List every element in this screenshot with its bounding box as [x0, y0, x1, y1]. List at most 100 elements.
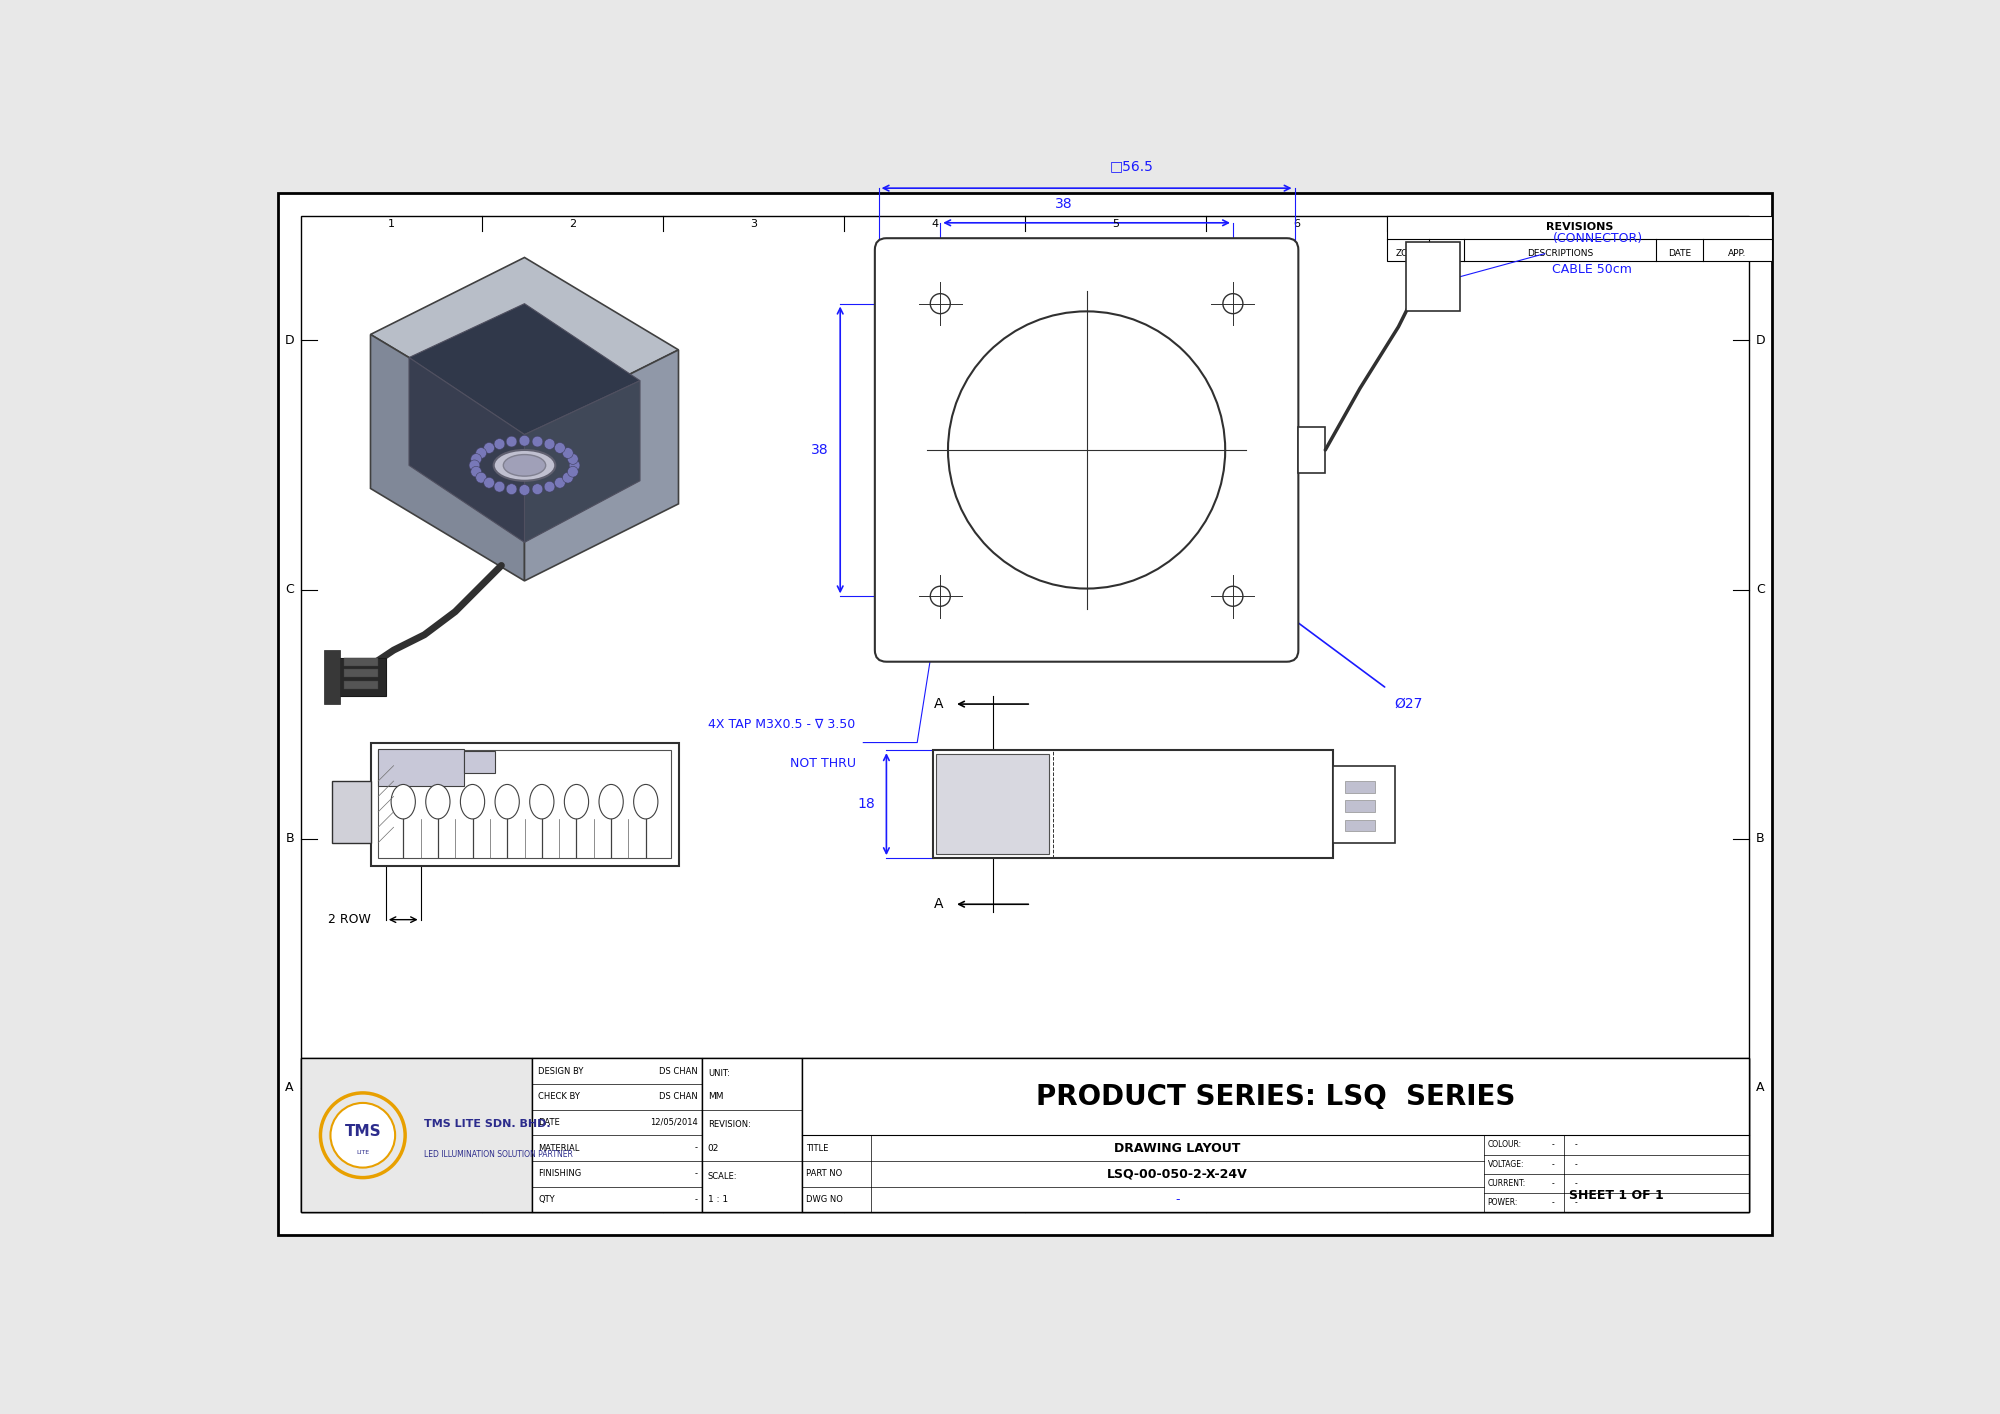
Text: TMS: TMS [344, 1124, 382, 1138]
Text: DESCRIPTIONS: DESCRIPTIONS [1528, 249, 1594, 259]
Circle shape [506, 484, 516, 495]
Circle shape [520, 436, 530, 445]
Circle shape [494, 481, 504, 492]
Circle shape [1222, 587, 1242, 607]
Ellipse shape [426, 785, 450, 819]
Text: -: - [1574, 1179, 1578, 1188]
Text: 12/05/2014: 12/05/2014 [650, 1118, 698, 1127]
Circle shape [544, 438, 554, 450]
Bar [302, 1058, 532, 1212]
Text: 38: 38 [1054, 198, 1072, 211]
Text: CABLE 50cm: CABLE 50cm [1552, 263, 1632, 276]
Ellipse shape [460, 785, 484, 819]
Text: REVISION:: REVISION: [708, 1120, 750, 1130]
Text: -: - [1574, 1159, 1578, 1168]
Circle shape [554, 443, 566, 454]
Text: 7: 7 [1474, 1199, 1480, 1209]
Text: SCALE:: SCALE: [708, 1172, 738, 1181]
Ellipse shape [392, 785, 416, 819]
Polygon shape [524, 349, 678, 581]
Text: DATE: DATE [1668, 249, 1692, 259]
Text: -: - [1574, 1198, 1578, 1208]
Text: A: A [934, 697, 944, 711]
Circle shape [544, 481, 554, 492]
Text: LED ILLUMINATION SOLUTION PARTNER: LED ILLUMINATION SOLUTION PARTNER [424, 1150, 574, 1159]
Text: D: D [284, 334, 294, 346]
Text: REVISIONS: REVISIONS [1546, 222, 1614, 232]
Circle shape [532, 436, 542, 447]
Text: D: D [1756, 334, 1766, 346]
Text: 7: 7 [1474, 219, 1480, 229]
Text: □56.5: □56.5 [1110, 158, 1154, 173]
Text: POWER:: POWER: [1488, 1198, 1518, 1208]
Circle shape [476, 472, 486, 484]
Text: -: - [694, 1195, 698, 1203]
Text: APP.: APP. [1728, 249, 1746, 259]
Text: 5: 5 [1112, 1199, 1118, 1209]
Polygon shape [370, 257, 678, 427]
Bar [370, 742, 678, 865]
Text: C: C [286, 583, 294, 597]
Text: DS CHAN: DS CHAN [660, 1066, 698, 1076]
Bar [802, 1058, 1748, 1212]
Text: (CONNECTOR): (CONNECTOR) [1552, 232, 1642, 245]
Text: TITLE: TITLE [806, 1144, 828, 1152]
Text: 02: 02 [708, 1144, 720, 1152]
Bar [532, 1058, 702, 1212]
Polygon shape [410, 358, 524, 543]
Text: 2 ROW: 2 ROW [328, 913, 370, 926]
Text: 18: 18 [858, 797, 874, 812]
Text: 3: 3 [750, 1199, 758, 1209]
FancyBboxPatch shape [874, 238, 1298, 662]
Text: -: - [1552, 1159, 1554, 1168]
Text: B: B [1756, 831, 1764, 846]
Bar [702, 1058, 802, 1212]
Circle shape [948, 311, 1226, 588]
Text: DS CHAN: DS CHAN [660, 1092, 698, 1102]
Text: CHECK BY: CHECK BY [538, 1092, 580, 1102]
Text: 4: 4 [930, 1199, 938, 1209]
Bar [344, 658, 378, 666]
Bar [1344, 800, 1376, 812]
Circle shape [532, 484, 542, 495]
Bar [344, 682, 378, 689]
Bar [302, 1058, 1748, 1212]
Circle shape [930, 587, 950, 607]
Polygon shape [410, 304, 640, 434]
Text: PART NO: PART NO [806, 1169, 842, 1178]
Text: LITE: LITE [356, 1150, 370, 1155]
Bar [936, 754, 1048, 854]
Ellipse shape [504, 454, 546, 477]
Text: 4X TAP M3X0.5 - ∇ 3.50: 4X TAP M3X0.5 - ∇ 3.50 [708, 718, 856, 731]
Ellipse shape [530, 785, 554, 819]
Text: REV.: REV. [1436, 249, 1456, 259]
Circle shape [562, 472, 574, 484]
Circle shape [568, 454, 578, 464]
Ellipse shape [598, 785, 624, 819]
Text: SHEET 1 OF 1: SHEET 1 OF 1 [1568, 1189, 1664, 1202]
Text: MATERIAL: MATERIAL [538, 1144, 580, 1152]
Text: -: - [1552, 1198, 1554, 1208]
Text: A: A [286, 1082, 294, 1094]
Text: VOLTAGE:: VOLTAGE: [1488, 1159, 1524, 1168]
Polygon shape [524, 380, 640, 543]
Text: 38: 38 [812, 443, 828, 457]
Circle shape [562, 448, 574, 458]
Circle shape [1222, 294, 1242, 314]
Bar [1298, 427, 1326, 474]
Circle shape [570, 460, 580, 471]
Text: 6: 6 [1292, 219, 1300, 229]
Circle shape [484, 443, 494, 454]
Bar [1334, 765, 1394, 843]
Text: DRAWING LAYOUT: DRAWING LAYOUT [1114, 1141, 1240, 1155]
Circle shape [470, 467, 482, 477]
Text: C: C [1756, 583, 1764, 597]
Circle shape [568, 467, 578, 477]
Bar [1344, 820, 1376, 831]
Text: DWG NO: DWG NO [806, 1195, 842, 1203]
Circle shape [470, 454, 482, 464]
Text: DESIGN BY: DESIGN BY [538, 1066, 584, 1076]
Bar [378, 749, 464, 786]
Circle shape [930, 294, 950, 314]
Text: CURRENT:: CURRENT: [1488, 1179, 1526, 1188]
